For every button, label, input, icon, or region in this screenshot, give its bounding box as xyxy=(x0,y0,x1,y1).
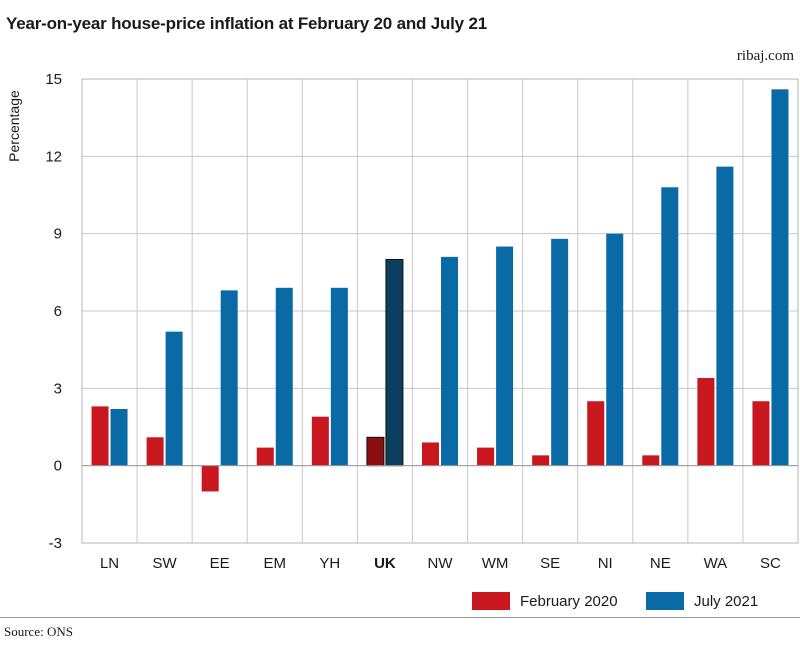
x-tick-label-se: SE xyxy=(540,555,560,572)
brand-label: ribaj.com xyxy=(736,48,794,64)
bar-feb-2020-uk xyxy=(366,436,385,467)
bar-jul-2021-sc xyxy=(771,89,789,466)
x-tick-label-sw: SW xyxy=(153,555,178,572)
bar-jul-2021-yh xyxy=(330,287,348,466)
bar-feb-2020-ni xyxy=(587,401,605,466)
x-tick-label-uk: UK xyxy=(374,555,396,572)
bar-feb-2020-em xyxy=(256,447,274,466)
legend-label-feb: February 2020 xyxy=(520,592,618,610)
bar-feb-2020-se xyxy=(532,455,550,466)
bar-jul-2021-ni xyxy=(606,233,624,466)
legend-swatch-jul xyxy=(646,592,684,610)
x-tick-label-nw: NW xyxy=(428,555,454,572)
y-tick-label: 9 xyxy=(54,226,62,243)
x-tick-label-ni: NI xyxy=(598,555,613,572)
bar-feb-2020-ln xyxy=(91,406,109,466)
chart-title: Year-on-year house-price inflation at Fe… xyxy=(6,14,487,33)
y-tick-label: -3 xyxy=(49,535,62,552)
source-note: Source: ONS xyxy=(4,624,73,639)
bar-feb-2020-wm xyxy=(477,447,495,466)
legend-item-feb: February 2020 xyxy=(472,592,618,610)
bar-jul-2021-ee xyxy=(220,290,238,466)
x-tick-label-wm: WM xyxy=(482,555,509,572)
y-tick-label: 12 xyxy=(45,148,62,165)
bar-jul-2021-nw xyxy=(441,256,458,466)
bar-jul-2021-ne xyxy=(661,187,679,466)
bar-jul-2021-wm xyxy=(496,246,514,466)
x-tick-label-ln: LN xyxy=(100,555,119,572)
x-tick-label-ee: EE xyxy=(210,555,230,572)
x-tick-label-yh: YH xyxy=(319,555,340,572)
footer-divider xyxy=(0,617,800,618)
bar-jul-2021-se xyxy=(551,238,569,466)
bar-jul-2021-sw xyxy=(165,331,183,466)
x-tick-label-sc: SC xyxy=(760,555,781,572)
bar-feb-2020-ne xyxy=(642,455,660,466)
bar-jul-2021-em xyxy=(275,287,293,466)
bar-chart: -3 0 3 6 9 12 15 LN SW EE EM YH UK NW WM SE NI NE WA SC xyxy=(45,71,799,572)
bar-feb-2020-yh xyxy=(311,416,329,466)
bar-jul-2021-ln xyxy=(110,408,128,466)
y-tick-label: 15 xyxy=(45,71,62,88)
x-tick-label-em: EM xyxy=(264,555,287,572)
x-tick-label-ne: NE xyxy=(650,555,671,572)
y-tick-label: 0 xyxy=(54,458,62,475)
legend-item-jul: July 2021 xyxy=(646,592,758,610)
x-tick-label-wa: WA xyxy=(704,555,728,572)
y-tick-label: 6 xyxy=(54,303,62,320)
bar-feb-2020-ee xyxy=(201,465,219,492)
bar-feb-2020-sw xyxy=(146,437,164,466)
bar-feb-2020-sc xyxy=(752,401,770,466)
bar-feb-2020-nw xyxy=(422,442,439,466)
bar-jul-2021-uk xyxy=(385,258,404,467)
legend-label-jul: July 2021 xyxy=(694,592,759,610)
bar-jul-2021-wa xyxy=(716,166,734,466)
legend-swatch-feb xyxy=(472,592,510,610)
bar-feb-2020-wa xyxy=(697,378,715,466)
y-tick-label: 3 xyxy=(54,380,62,397)
